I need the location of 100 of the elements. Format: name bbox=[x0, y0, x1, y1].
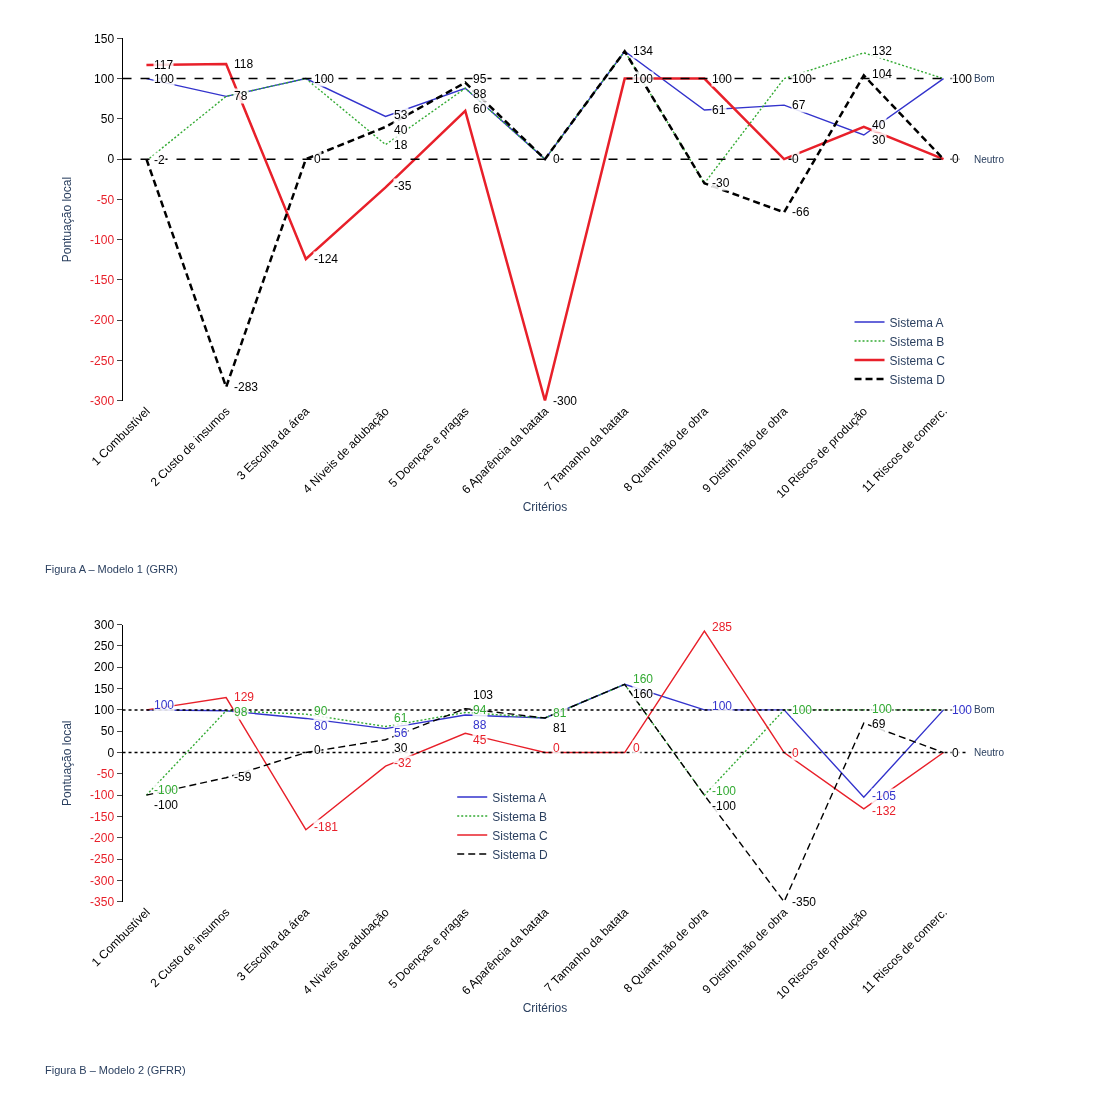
data-label: 100 bbox=[154, 698, 175, 712]
y-tick-label: 150 bbox=[94, 31, 115, 46]
data-label: 100 bbox=[712, 699, 733, 713]
data-label: 45 bbox=[473, 733, 487, 747]
data-label: 56 bbox=[394, 726, 408, 740]
y-tick-label: 0 bbox=[107, 152, 115, 167]
data-label: 160 bbox=[633, 687, 654, 701]
data-label: 81 bbox=[553, 721, 567, 735]
data-label: 132 bbox=[872, 44, 893, 58]
y-tick-label: -250 bbox=[90, 852, 115, 867]
data-label: 69 bbox=[872, 717, 886, 731]
data-label: 30 bbox=[872, 133, 886, 147]
y-tick-label: 100 bbox=[94, 71, 115, 86]
y-tick-label: 50 bbox=[100, 724, 115, 739]
y-tick-label: -100 bbox=[90, 232, 115, 247]
legend-label: Sistema D bbox=[492, 847, 548, 862]
data-label: 129 bbox=[234, 690, 255, 704]
data-label: 0 bbox=[952, 746, 959, 760]
data-label: 0 bbox=[314, 152, 321, 166]
data-label: -283 bbox=[234, 380, 259, 394]
data-label: 80 bbox=[314, 719, 328, 733]
y-tick-label: 0 bbox=[107, 745, 115, 760]
data-label: 0 bbox=[952, 152, 959, 166]
x-axis-title: Critérios bbox=[522, 1000, 568, 1015]
y-tick-label: 100 bbox=[94, 703, 115, 718]
y-tick-label: -200 bbox=[90, 831, 115, 846]
data-label: 100 bbox=[952, 72, 973, 86]
data-label: -35 bbox=[394, 179, 412, 193]
y-tick-label: 150 bbox=[94, 681, 115, 696]
data-label: 90 bbox=[314, 704, 328, 718]
data-label: 285 bbox=[712, 620, 733, 634]
y-tick-label: -50 bbox=[96, 192, 115, 207]
data-label: 60 bbox=[473, 102, 487, 116]
data-label: 100 bbox=[712, 72, 733, 86]
x-axis-title: Critérios bbox=[522, 499, 568, 514]
data-label: -350 bbox=[792, 895, 817, 909]
data-label: 0 bbox=[792, 152, 799, 166]
data-label: 40 bbox=[394, 123, 408, 137]
data-label: 100 bbox=[633, 72, 654, 86]
y-tick-label: -150 bbox=[90, 809, 115, 824]
y-tick-label: -300 bbox=[90, 393, 115, 408]
data-label: 117 bbox=[154, 58, 174, 72]
data-label: -124 bbox=[314, 252, 339, 266]
data-label: 40 bbox=[872, 118, 886, 132]
y-tick-label: -100 bbox=[90, 788, 115, 803]
y-tick-label: -50 bbox=[96, 767, 115, 782]
ref-line-label: Neutro bbox=[974, 154, 1005, 165]
legend-label: Sistema D bbox=[889, 372, 946, 387]
y-tick-label: -150 bbox=[90, 273, 115, 288]
legend-label: Sistema B bbox=[492, 809, 547, 824]
ref-line-label: Neutro bbox=[974, 747, 1005, 758]
y-tick-label: 200 bbox=[94, 660, 115, 675]
text: Figura A – Modelo 1 (GRR) bbox=[45, 563, 178, 575]
data-label: 61 bbox=[394, 711, 408, 725]
data-label: 98 bbox=[234, 705, 248, 719]
ref-line-label: Bom bbox=[974, 73, 995, 84]
data-label: 134 bbox=[633, 44, 654, 58]
y-tick-label: 300 bbox=[94, 617, 115, 632]
data-label: 18 bbox=[394, 138, 408, 152]
data-label: 100 bbox=[792, 72, 813, 86]
data-label: -30 bbox=[712, 176, 730, 190]
legend-label: Sistema A bbox=[889, 315, 944, 330]
legend-label: Sistema B bbox=[889, 334, 945, 349]
data-label: -59 bbox=[234, 770, 252, 784]
legend-label: Sistema A bbox=[492, 790, 547, 805]
data-label: 88 bbox=[473, 718, 487, 732]
data-label: 0 bbox=[553, 152, 560, 166]
data-label: 0 bbox=[633, 741, 640, 755]
data-label: -100 bbox=[712, 799, 737, 813]
data-label: -132 bbox=[872, 804, 897, 818]
data-label: 53 bbox=[394, 108, 408, 122]
data-label: 0 bbox=[314, 743, 321, 757]
data-label: -32 bbox=[394, 756, 412, 770]
data-label: 103 bbox=[473, 688, 494, 702]
data-label: 67 bbox=[792, 98, 806, 112]
data-label: 95 bbox=[473, 72, 487, 86]
data-label: 100 bbox=[154, 72, 175, 86]
y-tick-label: -350 bbox=[90, 894, 115, 909]
ref-line-label: Bom bbox=[974, 704, 995, 715]
data-label: 61 bbox=[712, 103, 726, 117]
y-tick-label: -200 bbox=[90, 313, 115, 328]
y-tick-label: 250 bbox=[94, 639, 115, 654]
legend-label: Sistema C bbox=[889, 353, 946, 368]
data-label: -100 bbox=[154, 783, 179, 797]
data-label: -100 bbox=[154, 798, 179, 812]
y-tick-label: 50 bbox=[100, 112, 115, 127]
data-label: -66 bbox=[792, 205, 810, 219]
data-label: 100 bbox=[792, 703, 813, 717]
data-label: 100 bbox=[872, 702, 893, 716]
line-series bbox=[145, 630, 945, 831]
data-label: 94 bbox=[473, 703, 487, 717]
data-label: 100 bbox=[314, 72, 335, 86]
y-axis-title: Pontuação local bbox=[60, 720, 75, 806]
data-label: -105 bbox=[872, 789, 897, 803]
data-label: 30 bbox=[394, 741, 408, 755]
data-label: 0 bbox=[792, 746, 799, 760]
y-tick-label: -300 bbox=[90, 873, 115, 888]
y-axis-title: Pontuação local bbox=[60, 176, 75, 263]
text: Figura B – Modelo 2 (GFRR) bbox=[45, 1064, 186, 1076]
legend-label: Sistema C bbox=[492, 828, 548, 843]
